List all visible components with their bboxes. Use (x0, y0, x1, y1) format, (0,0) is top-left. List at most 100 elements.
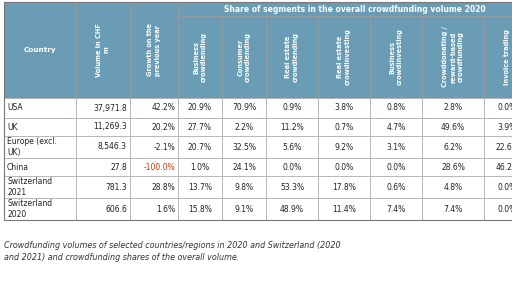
Bar (130, 136, 178, 158)
Bar (318, 136, 370, 158)
Text: 15.8%: 15.8% (188, 205, 212, 213)
Bar (4, 158, 76, 176)
Bar (76, 136, 130, 158)
Text: Crowddonating /
reward-based
crowdfunding: Crowddonating / reward-based crowdfundin… (442, 26, 463, 88)
Bar (266, 198, 318, 220)
Text: 2.8%: 2.8% (443, 103, 462, 112)
Text: 27.7%: 27.7% (188, 123, 212, 132)
Bar (484, 176, 512, 198)
Bar (4, 198, 76, 220)
Text: 4.8%: 4.8% (443, 182, 462, 192)
Bar (318, 118, 370, 136)
Text: 0.9%: 0.9% (283, 103, 302, 112)
Bar (484, 16, 512, 98)
Text: 11,269.3: 11,269.3 (93, 123, 127, 132)
Text: 3.1%: 3.1% (387, 143, 406, 151)
Bar (76, 98, 130, 118)
Bar (76, 118, 130, 136)
Bar (318, 98, 370, 118)
Bar (178, 118, 222, 136)
Text: 9.2%: 9.2% (334, 143, 354, 151)
Bar (484, 198, 512, 220)
Bar (266, 118, 318, 136)
Bar (370, 136, 422, 158)
Text: 53.3%: 53.3% (280, 182, 304, 192)
Text: 7.4%: 7.4% (387, 205, 406, 213)
Bar (4, 118, 76, 136)
Text: 8,546.3: 8,546.3 (98, 143, 127, 151)
Text: Country: Country (24, 47, 56, 53)
Text: 0.0%: 0.0% (334, 163, 354, 171)
Text: 49.6%: 49.6% (441, 123, 465, 132)
Bar (222, 198, 266, 220)
Text: Europe (excl.
UK): Europe (excl. UK) (7, 137, 57, 157)
Text: UK: UK (7, 123, 17, 132)
Text: Invoice trading: Invoice trading (504, 29, 510, 85)
Bar (266, 158, 318, 176)
Bar (222, 98, 266, 118)
Text: 27.8: 27.8 (110, 163, 127, 171)
Bar (370, 198, 422, 220)
Text: -100.0%: -100.0% (143, 163, 175, 171)
Bar (222, 158, 266, 176)
Bar (422, 16, 484, 98)
Bar (4, 2, 512, 220)
Bar (370, 16, 422, 98)
Text: 42.2%: 42.2% (151, 103, 175, 112)
Text: 70.9%: 70.9% (232, 103, 256, 112)
Bar (484, 118, 512, 136)
Bar (130, 198, 178, 220)
Text: 28.6%: 28.6% (441, 163, 465, 171)
Text: Business
crowdlending: Business crowdlending (193, 32, 207, 82)
Text: 9.8%: 9.8% (234, 182, 253, 192)
Text: 37,971.8: 37,971.8 (93, 103, 127, 112)
Bar (222, 16, 266, 98)
Bar (178, 158, 222, 176)
Bar (484, 136, 512, 158)
Text: Switzerland
2021: Switzerland 2021 (7, 177, 52, 197)
Bar (4, 2, 76, 98)
Text: 0.0%: 0.0% (498, 182, 512, 192)
Text: -2.1%: -2.1% (153, 143, 175, 151)
Text: 0.0%: 0.0% (498, 103, 512, 112)
Text: Consumer
crowdlending: Consumer crowdlending (237, 32, 251, 82)
Text: USA: USA (7, 103, 23, 112)
Bar (76, 198, 130, 220)
Text: 17.8%: 17.8% (332, 182, 356, 192)
Bar (370, 158, 422, 176)
Bar (266, 98, 318, 118)
Text: 32.5%: 32.5% (232, 143, 256, 151)
Bar (318, 158, 370, 176)
Text: 0.0%: 0.0% (498, 205, 512, 213)
Text: 28.8%: 28.8% (151, 182, 175, 192)
Text: 46.2%: 46.2% (496, 163, 512, 171)
Bar (266, 16, 318, 98)
Bar (422, 98, 484, 118)
Bar (484, 158, 512, 176)
Bar (76, 176, 130, 198)
Bar (76, 158, 130, 176)
Text: 0.0%: 0.0% (283, 163, 302, 171)
Text: 11.4%: 11.4% (332, 205, 356, 213)
Bar (422, 176, 484, 198)
Bar (422, 198, 484, 220)
Text: 11.2%: 11.2% (280, 123, 304, 132)
Bar (4, 176, 76, 198)
Text: 3.8%: 3.8% (334, 103, 354, 112)
Bar (222, 136, 266, 158)
Bar (76, 2, 130, 98)
Text: 1.0%: 1.0% (190, 163, 209, 171)
Bar (370, 176, 422, 198)
Bar (266, 136, 318, 158)
Bar (422, 136, 484, 158)
Text: Growth on the
previous year: Growth on the previous year (147, 23, 161, 77)
Text: 2.2%: 2.2% (234, 123, 253, 132)
Text: 0.0%: 0.0% (387, 163, 406, 171)
Text: Volume in CHF
m: Volume in CHF m (96, 23, 110, 77)
Text: 1.6%: 1.6% (156, 205, 175, 213)
Bar (130, 98, 178, 118)
Bar (222, 118, 266, 136)
Text: 0.7%: 0.7% (334, 123, 354, 132)
Bar (130, 176, 178, 198)
Bar (178, 16, 222, 98)
